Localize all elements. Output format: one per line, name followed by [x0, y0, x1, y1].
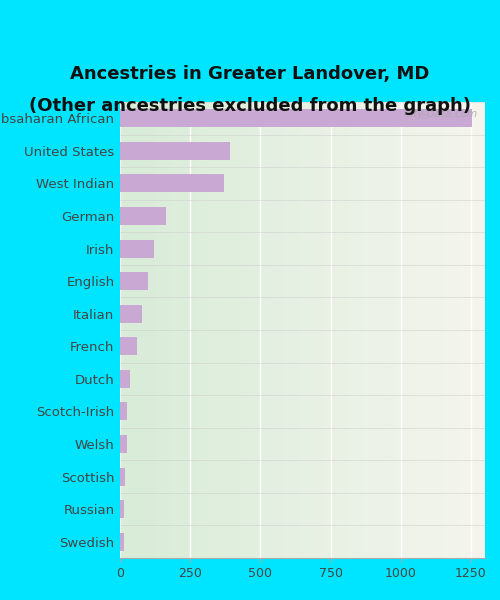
Bar: [120, 533, 124, 551]
Text: Ancestries in Greater Landover, MD: Ancestries in Greater Landover, MD: [70, 65, 430, 83]
Bar: [120, 467, 125, 485]
Bar: [120, 305, 142, 323]
Bar: [120, 109, 472, 127]
Text: (Other ancestries excluded from the graph): (Other ancestries excluded from the grap…: [29, 97, 471, 115]
Bar: [120, 500, 124, 518]
Text: ⓘ: ⓘ: [422, 109, 428, 119]
Bar: [120, 272, 148, 290]
Bar: [120, 370, 130, 388]
Bar: [120, 239, 154, 257]
Bar: [120, 337, 137, 355]
Bar: [120, 175, 224, 193]
Bar: [120, 142, 230, 160]
Bar: [120, 435, 126, 453]
Bar: [120, 403, 127, 421]
Text: City-Data.com: City-Data.com: [404, 109, 477, 119]
Bar: [120, 207, 166, 225]
